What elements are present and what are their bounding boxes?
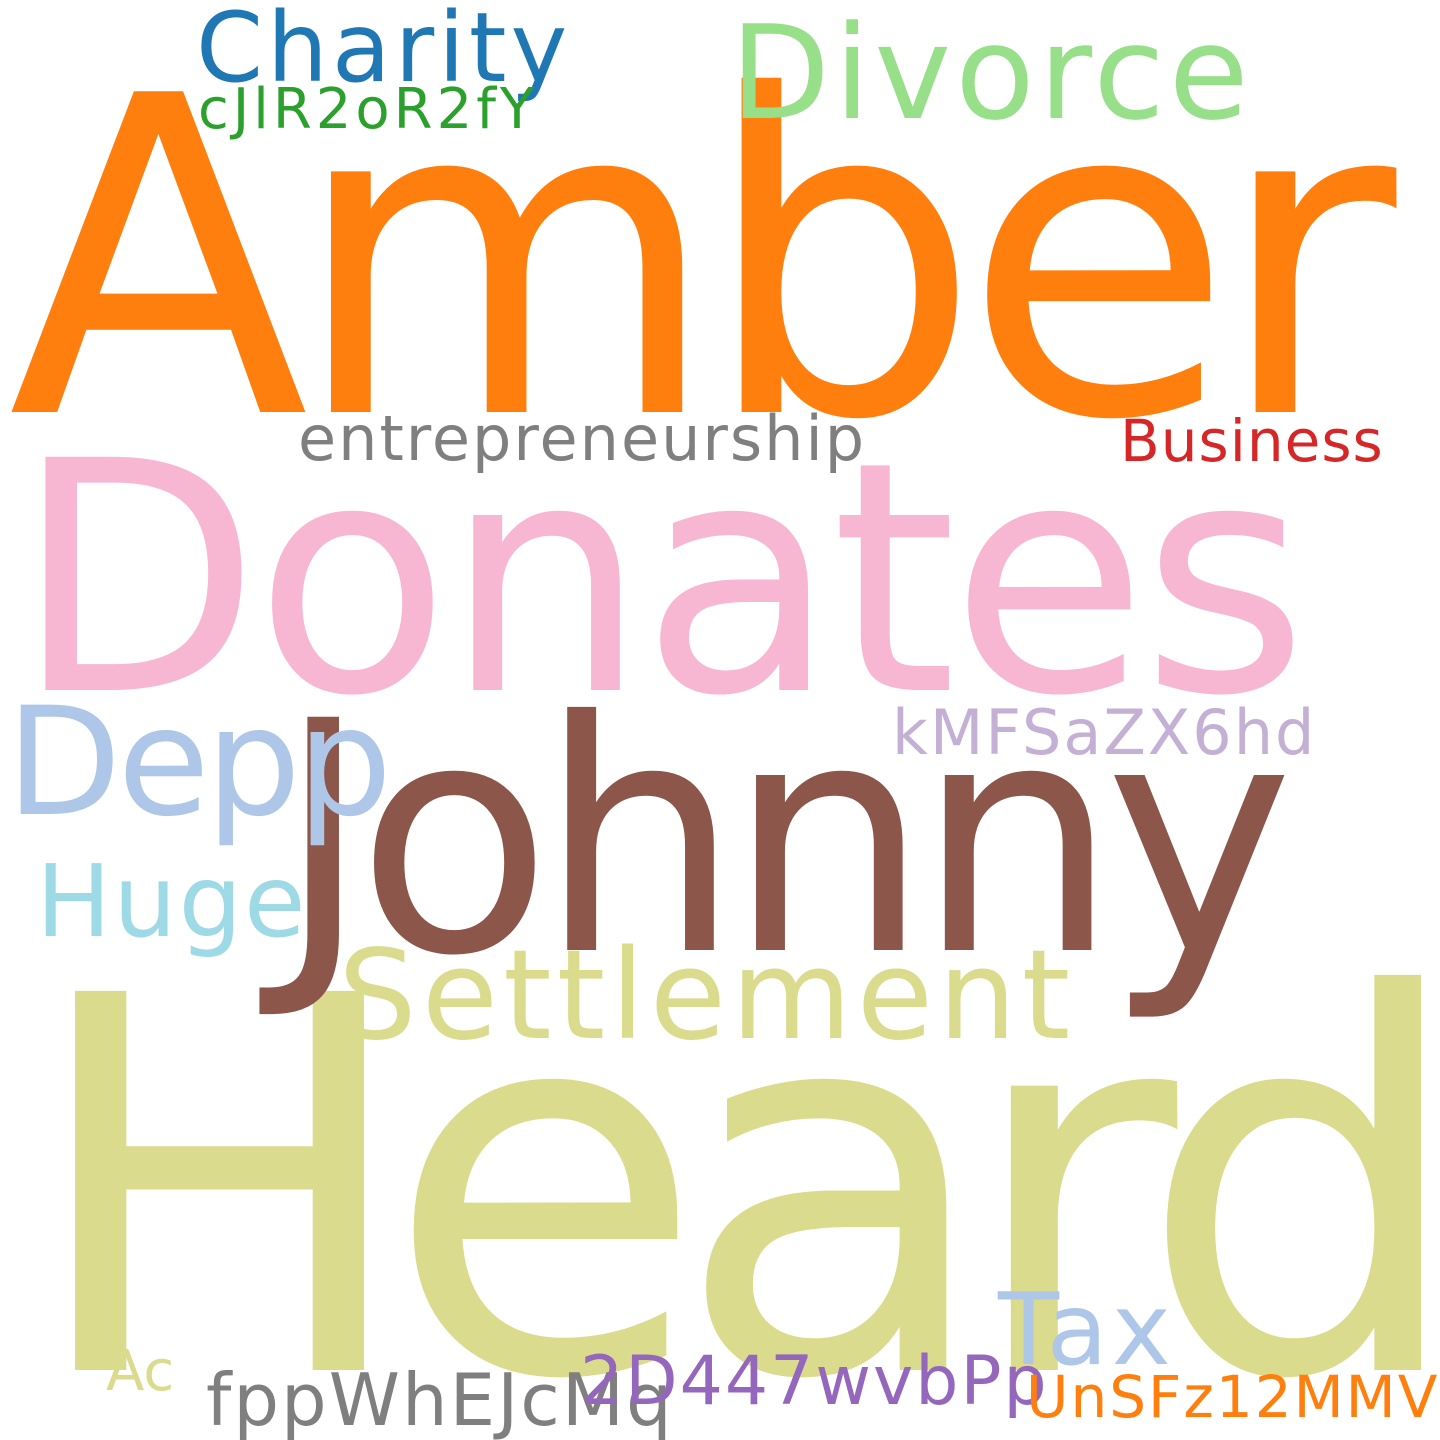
word-ac: Ac (106, 1339, 175, 1404)
word-settlement: Settlement (338, 924, 1076, 1068)
word-kMFSaZX6hd: kMFSaZX6hd (892, 696, 1317, 769)
word-fppWhEJcMq: fppWhEJcMq (206, 1358, 674, 1440)
word-heard: Heard (24, 887, 1440, 1440)
word-tax: Tax (998, 1271, 1175, 1388)
word-entrepreneurship: entrepreneurship (298, 402, 867, 475)
word-divorce: Divorce (730, 0, 1253, 149)
word-johnny: Johnny (276, 654, 1294, 1026)
word-UnSFz12MMV: UnSFz12MMV (1026, 1363, 1440, 1431)
word-amber: Amber (8, 4, 1397, 516)
word-business: Business (1120, 407, 1384, 475)
word-depp: Depp (6, 676, 392, 850)
word-cJlR2oR2fY: cJlR2oR2fY (198, 77, 539, 142)
word-2D447wvbPp: 2D447wvbPp (580, 1342, 1049, 1421)
word-charity: Charity (196, 0, 572, 104)
word-huge: Huge (36, 843, 308, 960)
word-donates: Donates (14, 394, 1308, 766)
